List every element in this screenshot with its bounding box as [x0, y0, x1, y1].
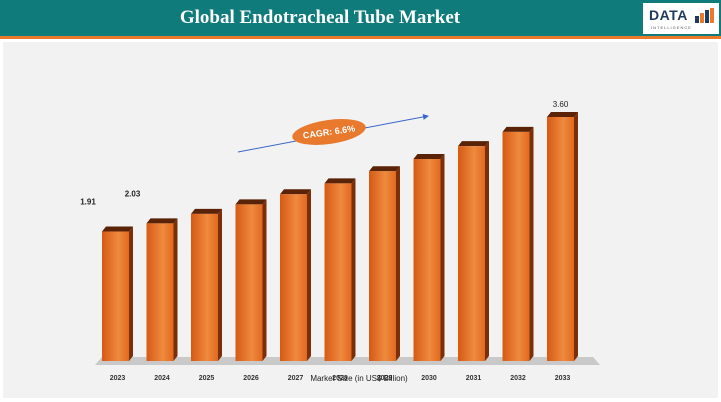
bar-2024	[146, 223, 174, 361]
x-tick-label: 2028	[332, 375, 348, 382]
bar-top	[369, 166, 400, 172]
logo-text: DATA	[649, 7, 688, 23]
bar-2023	[102, 231, 129, 361]
x-tick-label: 2026	[243, 375, 259, 382]
bar-2031	[458, 146, 485, 361]
bar-top	[458, 141, 489, 147]
header-bar	[0, 0, 721, 36]
brand-logo: DATA INTELLIGENCE	[643, 3, 719, 34]
bar-chart: 2023 2024 2025 2026 2027 2028 2029 2030 2031 2032…	[80, 100, 600, 383]
logo-subtext: INTELLIGENCE	[651, 25, 692, 30]
bar-side	[485, 141, 489, 361]
bar-side	[440, 154, 445, 361]
bar-2033	[547, 117, 574, 361]
x-tick-label: 2025	[199, 375, 215, 382]
bar-side	[262, 199, 267, 361]
bar-top	[502, 126, 534, 132]
bar-2027	[280, 194, 307, 361]
data-label: 3.60	[553, 100, 569, 109]
logo-bars-icon	[695, 8, 714, 23]
x-tick-label: 2027	[288, 375, 304, 382]
bar-top	[413, 154, 445, 160]
page-title: Global Endotracheal Tube Market	[179, 7, 461, 28]
bar-side	[396, 166, 400, 361]
bar-side	[173, 218, 178, 361]
bar-top	[547, 112, 578, 117]
bar-side	[307, 189, 311, 361]
bar-top	[280, 189, 311, 195]
chart-panel: 2023 2024 2025 2026 2027 2028 2029 2030 2031 2032…	[3, 42, 718, 398]
bar-side	[574, 112, 578, 361]
bar-side	[218, 208, 222, 361]
data-label: 1.91	[80, 198, 96, 207]
x-tick-label: 2023	[110, 375, 126, 382]
bar-2026	[235, 204, 263, 361]
bar-2029	[369, 171, 396, 361]
bar-2028	[324, 183, 352, 361]
x-tick-label: 2031	[466, 375, 482, 382]
bar-2032	[502, 131, 530, 361]
x-axis-title: Market Size (in US$ Billion)	[310, 374, 408, 383]
bar-2030	[413, 159, 441, 361]
x-tick-label: 2029	[377, 375, 393, 382]
bar-side	[529, 126, 534, 362]
x-tick-label: 2024	[154, 375, 170, 382]
cagr-badge: CAGR: 6.6%	[292, 119, 366, 145]
bar-top	[235, 199, 267, 205]
bar-side	[351, 178, 356, 361]
bar-side	[129, 226, 133, 361]
header-accent-stripe	[0, 36, 721, 39]
bar-top	[324, 178, 356, 184]
x-tick-label: 2033	[555, 375, 571, 382]
bar-top	[146, 218, 178, 224]
x-tick-label: 2030	[421, 375, 437, 382]
bar-2025	[191, 213, 218, 361]
x-tick-label: 2032	[510, 375, 526, 382]
data-label: 2.03	[125, 189, 141, 198]
bar-top	[191, 208, 222, 214]
bar-top	[102, 226, 133, 232]
